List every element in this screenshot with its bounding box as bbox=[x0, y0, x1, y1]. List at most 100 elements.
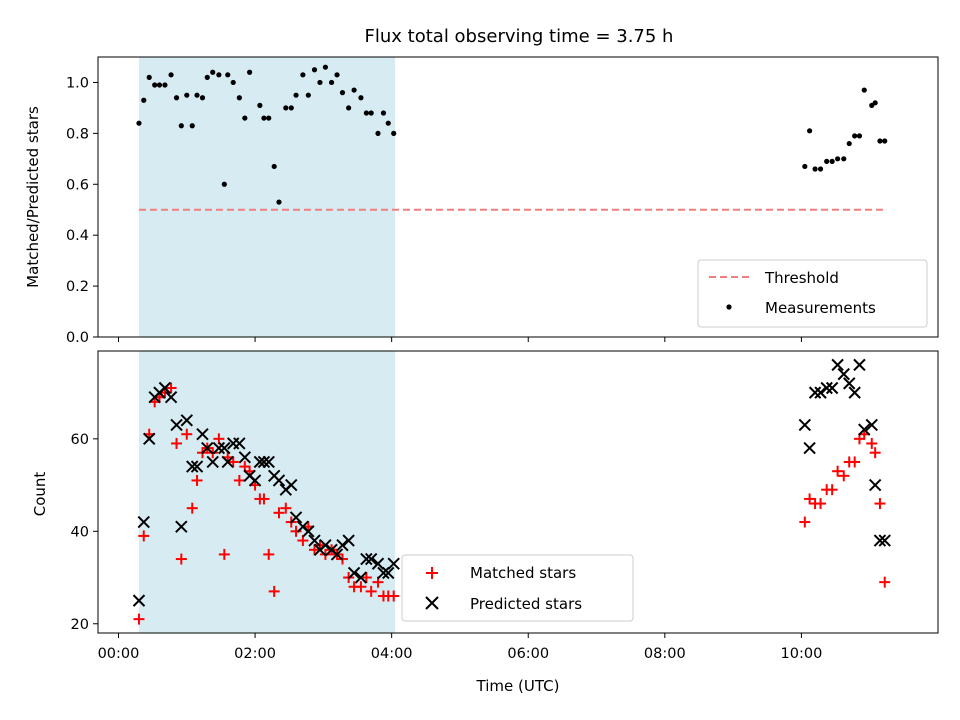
measurement-point bbox=[156, 82, 163, 88]
bottom-y-tick-label: 20 bbox=[71, 617, 89, 633]
measurement-point bbox=[141, 97, 147, 103]
matched-point bbox=[388, 590, 400, 602]
top-x-ticks bbox=[117, 337, 802, 342]
predicted-point bbox=[186, 460, 199, 473]
predicted-point bbox=[808, 386, 822, 399]
x-tick-label: 06:00 bbox=[507, 646, 549, 662]
predicted-point bbox=[342, 534, 355, 547]
predicted-point bbox=[206, 455, 219, 469]
measurement-point bbox=[812, 166, 818, 172]
measurement-point bbox=[210, 69, 216, 75]
measurement-point bbox=[368, 110, 374, 116]
top-observing-span bbox=[138, 57, 396, 337]
top-y-tick-label: 1.0 bbox=[66, 75, 89, 91]
measurement-point bbox=[311, 67, 318, 73]
matched-point bbox=[280, 502, 292, 514]
matched-point bbox=[365, 585, 377, 597]
predicted-point bbox=[308, 534, 321, 547]
matched-point bbox=[879, 576, 891, 588]
predicted-point bbox=[164, 391, 178, 404]
predicted-point bbox=[377, 566, 390, 580]
predicted-point bbox=[837, 367, 850, 381]
predicted-point bbox=[814, 386, 827, 399]
matched-point bbox=[165, 382, 177, 394]
chart-title: Flux total observing time = 3.75 h bbox=[365, 26, 674, 47]
top-legend: Threshold Measurements bbox=[697, 259, 928, 328]
measurement-point bbox=[168, 72, 174, 78]
measurement-point bbox=[300, 72, 306, 78]
measurement-point bbox=[391, 130, 397, 136]
measurement-point bbox=[305, 92, 311, 98]
matched-point bbox=[826, 484, 838, 496]
measurement-point bbox=[288, 105, 294, 111]
bottom-y-tick-label: 60 bbox=[71, 432, 89, 448]
matched-point bbox=[815, 498, 827, 510]
measurement-point bbox=[317, 79, 323, 86]
measurement-point bbox=[162, 82, 168, 88]
measurement-point bbox=[136, 120, 142, 126]
measurement-point bbox=[173, 95, 180, 101]
x-tick-label: 04:00 bbox=[371, 646, 413, 662]
predicted-point bbox=[347, 566, 361, 580]
measurement-point bbox=[375, 130, 381, 136]
measurement-point bbox=[184, 92, 190, 98]
measurement-point bbox=[247, 69, 253, 75]
measurement-point bbox=[852, 133, 858, 139]
predicted-point bbox=[364, 552, 378, 566]
legend-threshold-label: Threshold bbox=[764, 269, 839, 287]
measurement-point bbox=[204, 74, 210, 80]
top-panel: 0.0 0.2 0.4 0.6 0.8 1.0 Matched/Predicted sta… bbox=[24, 56, 939, 346]
predicted-point bbox=[218, 441, 231, 455]
matched-point bbox=[227, 456, 239, 468]
measurement-point bbox=[221, 181, 227, 187]
matched-point bbox=[263, 548, 275, 560]
measurement-point bbox=[225, 72, 231, 78]
top-y-tick-label: 0.2 bbox=[66, 279, 89, 295]
matched-point bbox=[273, 507, 285, 519]
matched-point bbox=[175, 553, 187, 565]
measurement-point bbox=[152, 82, 158, 88]
matched-point bbox=[213, 433, 225, 445]
measurement-point bbox=[856, 133, 863, 139]
measurement-point bbox=[216, 72, 222, 78]
matched-point bbox=[874, 498, 886, 510]
predicted-point bbox=[302, 525, 315, 538]
top-y-axis: 0.0 0.2 0.4 0.6 0.8 1.0 bbox=[66, 75, 98, 346]
measurement-point bbox=[322, 64, 329, 70]
predicted-point bbox=[158, 381, 172, 395]
measurement-point bbox=[872, 100, 878, 106]
predicted-point bbox=[212, 441, 226, 455]
measurement-point bbox=[261, 115, 267, 121]
predicted-point bbox=[262, 455, 275, 469]
measurement-point bbox=[824, 158, 830, 164]
measurement-point bbox=[257, 102, 263, 108]
predicted-point bbox=[137, 515, 150, 529]
matched-point bbox=[181, 428, 193, 440]
legend-measurements-label: Measurements bbox=[765, 299, 876, 317]
predicted-point bbox=[848, 386, 861, 399]
predicted-point bbox=[289, 511, 303, 524]
matched-point bbox=[372, 576, 384, 588]
predicted-point bbox=[330, 548, 344, 561]
top-y-tick-label: 0.4 bbox=[66, 228, 89, 244]
matched-point bbox=[258, 493, 270, 505]
measurement-point bbox=[846, 140, 852, 147]
predicted-point bbox=[820, 381, 833, 395]
measurement-point bbox=[346, 105, 352, 111]
predicted-point bbox=[858, 423, 871, 436]
bottom-panel: 20 40 60 00:00 02:00 04:00 06:00 08:00 10:00 Ma… bbox=[31, 350, 939, 695]
predicted-point bbox=[175, 520, 188, 533]
predicted-point bbox=[253, 455, 267, 469]
matched-point bbox=[799, 516, 811, 528]
predicted-point bbox=[354, 571, 368, 584]
matched-point bbox=[290, 525, 302, 537]
measurement-point bbox=[334, 72, 340, 78]
measurement-point bbox=[199, 95, 206, 101]
predicted-point bbox=[132, 594, 146, 607]
top-y-axis-label: Matched/Predicted stars bbox=[24, 106, 42, 288]
predicted-point bbox=[878, 534, 891, 547]
legend-matched-swatch bbox=[426, 567, 438, 579]
measurement-point bbox=[189, 123, 195, 129]
measurement-point bbox=[271, 163, 277, 170]
top-y-tick-label: 0.6 bbox=[66, 177, 89, 193]
